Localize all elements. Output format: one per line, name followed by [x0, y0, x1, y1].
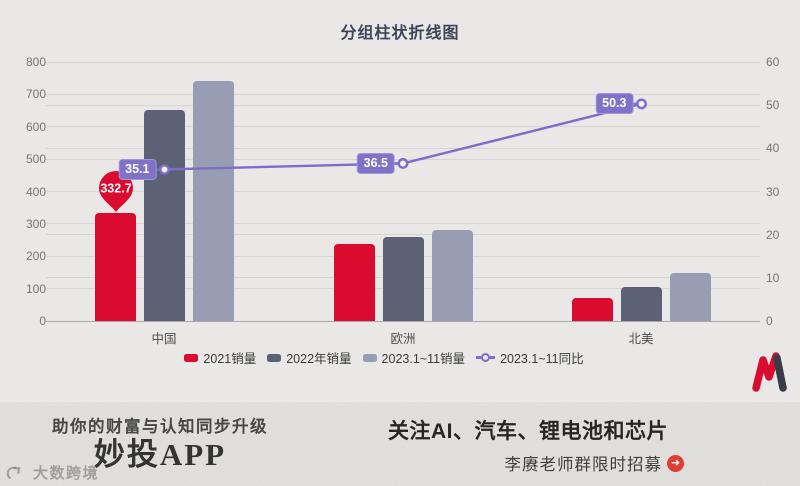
x-axis-label-na: 北美 — [628, 332, 654, 346]
y-axis-left-tick: 500 — [25, 152, 46, 167]
chart-legend: 2021销量 2022年销量 2023.1~11销量 2023.1~11同比 — [0, 348, 784, 367]
line-value-label: 36.5 — [356, 152, 395, 174]
bar-2022年销量-中国 — [144, 109, 185, 321]
line-marker-icon — [476, 353, 496, 362]
gridline — [46, 104, 760, 106]
y-axis-left-tick: 700 — [25, 87, 46, 102]
line-value-label: 50.3 — [595, 93, 634, 115]
bar-2023.1~11销量-北美 — [670, 273, 711, 321]
y-axis-left-tick: 0 — [39, 314, 46, 328]
line-value-label: 35.1 — [118, 158, 157, 180]
chart-area: 分组柱状折线图 0 100 200 300 400 500 600 700 800 0 10 20 30… — [0, 25, 784, 367]
footer-right-block: 关注AI、汽车、锂电池和芯片 李赓老师群限时招募 ➜ — [388, 415, 694, 475]
grain-texture — [0, 402, 800, 486]
legend-label: 2021销量 — [203, 352, 257, 366]
bar-2023.1~11销量-中国 — [193, 81, 234, 321]
line-point-marker — [397, 158, 409, 169]
watermark-text: 大数跨境 — [33, 465, 100, 482]
y-axis-right-tick: 40 — [766, 141, 780, 156]
footer-cta-text: 李赓老师群限时招募 — [504, 456, 662, 474]
bar-2023.1~11销量-欧洲 — [431, 230, 473, 321]
x-axis-label-europe: 欧洲 — [390, 332, 416, 346]
bar-2021销量-欧洲 — [333, 243, 375, 321]
y-axis-left-tick: 100 — [25, 281, 46, 296]
legend-swatch-red — [184, 353, 199, 362]
footer-banner: 助你的财富与认知同步升级 妙投APP 关注AI、汽车、锂电池和芯片 李赓老师群限… — [0, 402, 800, 486]
y-axis-left-tick: 300 — [25, 216, 46, 231]
gridline — [46, 234, 760, 236]
watermark: 大数跨境 — [6, 462, 99, 483]
gridline — [46, 223, 760, 225]
legend-item-2022: 2022年销量 — [267, 348, 352, 367]
y-axis-left-tick: 400 — [25, 184, 46, 199]
gridline — [46, 61, 760, 63]
footer-cta-row: 李赓老师群限时招募 ➜ — [388, 451, 694, 475]
legend-item-2021: 2021销量 — [184, 348, 256, 367]
watermark-logo-icon — [6, 466, 21, 479]
y-axis-right-tick: 30 — [766, 184, 780, 199]
bar-2022年销量-欧洲 — [382, 237, 424, 321]
footer-slogan: 助你的财富与认知同步升级 — [52, 418, 268, 436]
bar-2021销量-中国 — [95, 213, 136, 321]
pin-annotation-label: 332.7 — [100, 182, 131, 196]
y-axis-left-tick: 200 — [25, 249, 46, 264]
x-axis-baseline — [46, 321, 760, 322]
legend-swatch-slate — [267, 353, 282, 362]
gridline — [46, 93, 760, 95]
bar-2022年销量-北美 — [621, 286, 662, 321]
y-axis-right-tick: 20 — [766, 227, 780, 242]
y-axis-left-tick: 800 — [25, 55, 46, 69]
footer-brand-name: 妙投APP — [93, 437, 227, 472]
arrow-right-circle-icon: ➜ — [667, 454, 684, 472]
y-axis-right-tick: 10 — [766, 270, 780, 285]
legend-label: 2022年销量 — [286, 352, 352, 366]
legend-label: 2023.1~11销量 — [381, 352, 466, 366]
legend-item-yoy-line: 2023.1~11同比 — [476, 348, 584, 367]
x-axis-label-china: 中国 — [151, 332, 177, 346]
gridline — [46, 191, 760, 192]
legend-swatch-grayblue — [362, 353, 377, 362]
y-axis-right-tick: 50 — [766, 98, 780, 113]
footer-left-block: 助你的财富与认知同步升级 妙投APP — [30, 413, 290, 472]
y-axis-right-tick: 0 — [766, 314, 773, 328]
legend-label: 2023.1~11同比 — [500, 352, 584, 366]
y-axis-right-tick: 60 — [766, 55, 780, 69]
y-axis-left-tick: 600 — [25, 119, 46, 134]
legend-item-2023: 2023.1~11销量 — [362, 348, 466, 367]
bar-2021销量-北美 — [572, 298, 613, 321]
footer-headline: 关注AI、汽车、锂电池和芯片 — [388, 420, 668, 443]
chart-title: 分组柱状折线图 — [340, 25, 460, 42]
miaotou-m-logo-icon — [750, 348, 790, 394]
